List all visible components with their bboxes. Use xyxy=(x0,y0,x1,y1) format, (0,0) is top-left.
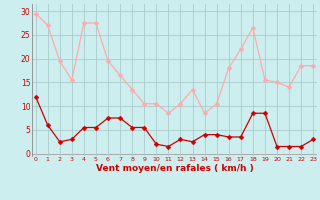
X-axis label: Vent moyen/en rafales ( km/h ): Vent moyen/en rafales ( km/h ) xyxy=(96,164,253,173)
